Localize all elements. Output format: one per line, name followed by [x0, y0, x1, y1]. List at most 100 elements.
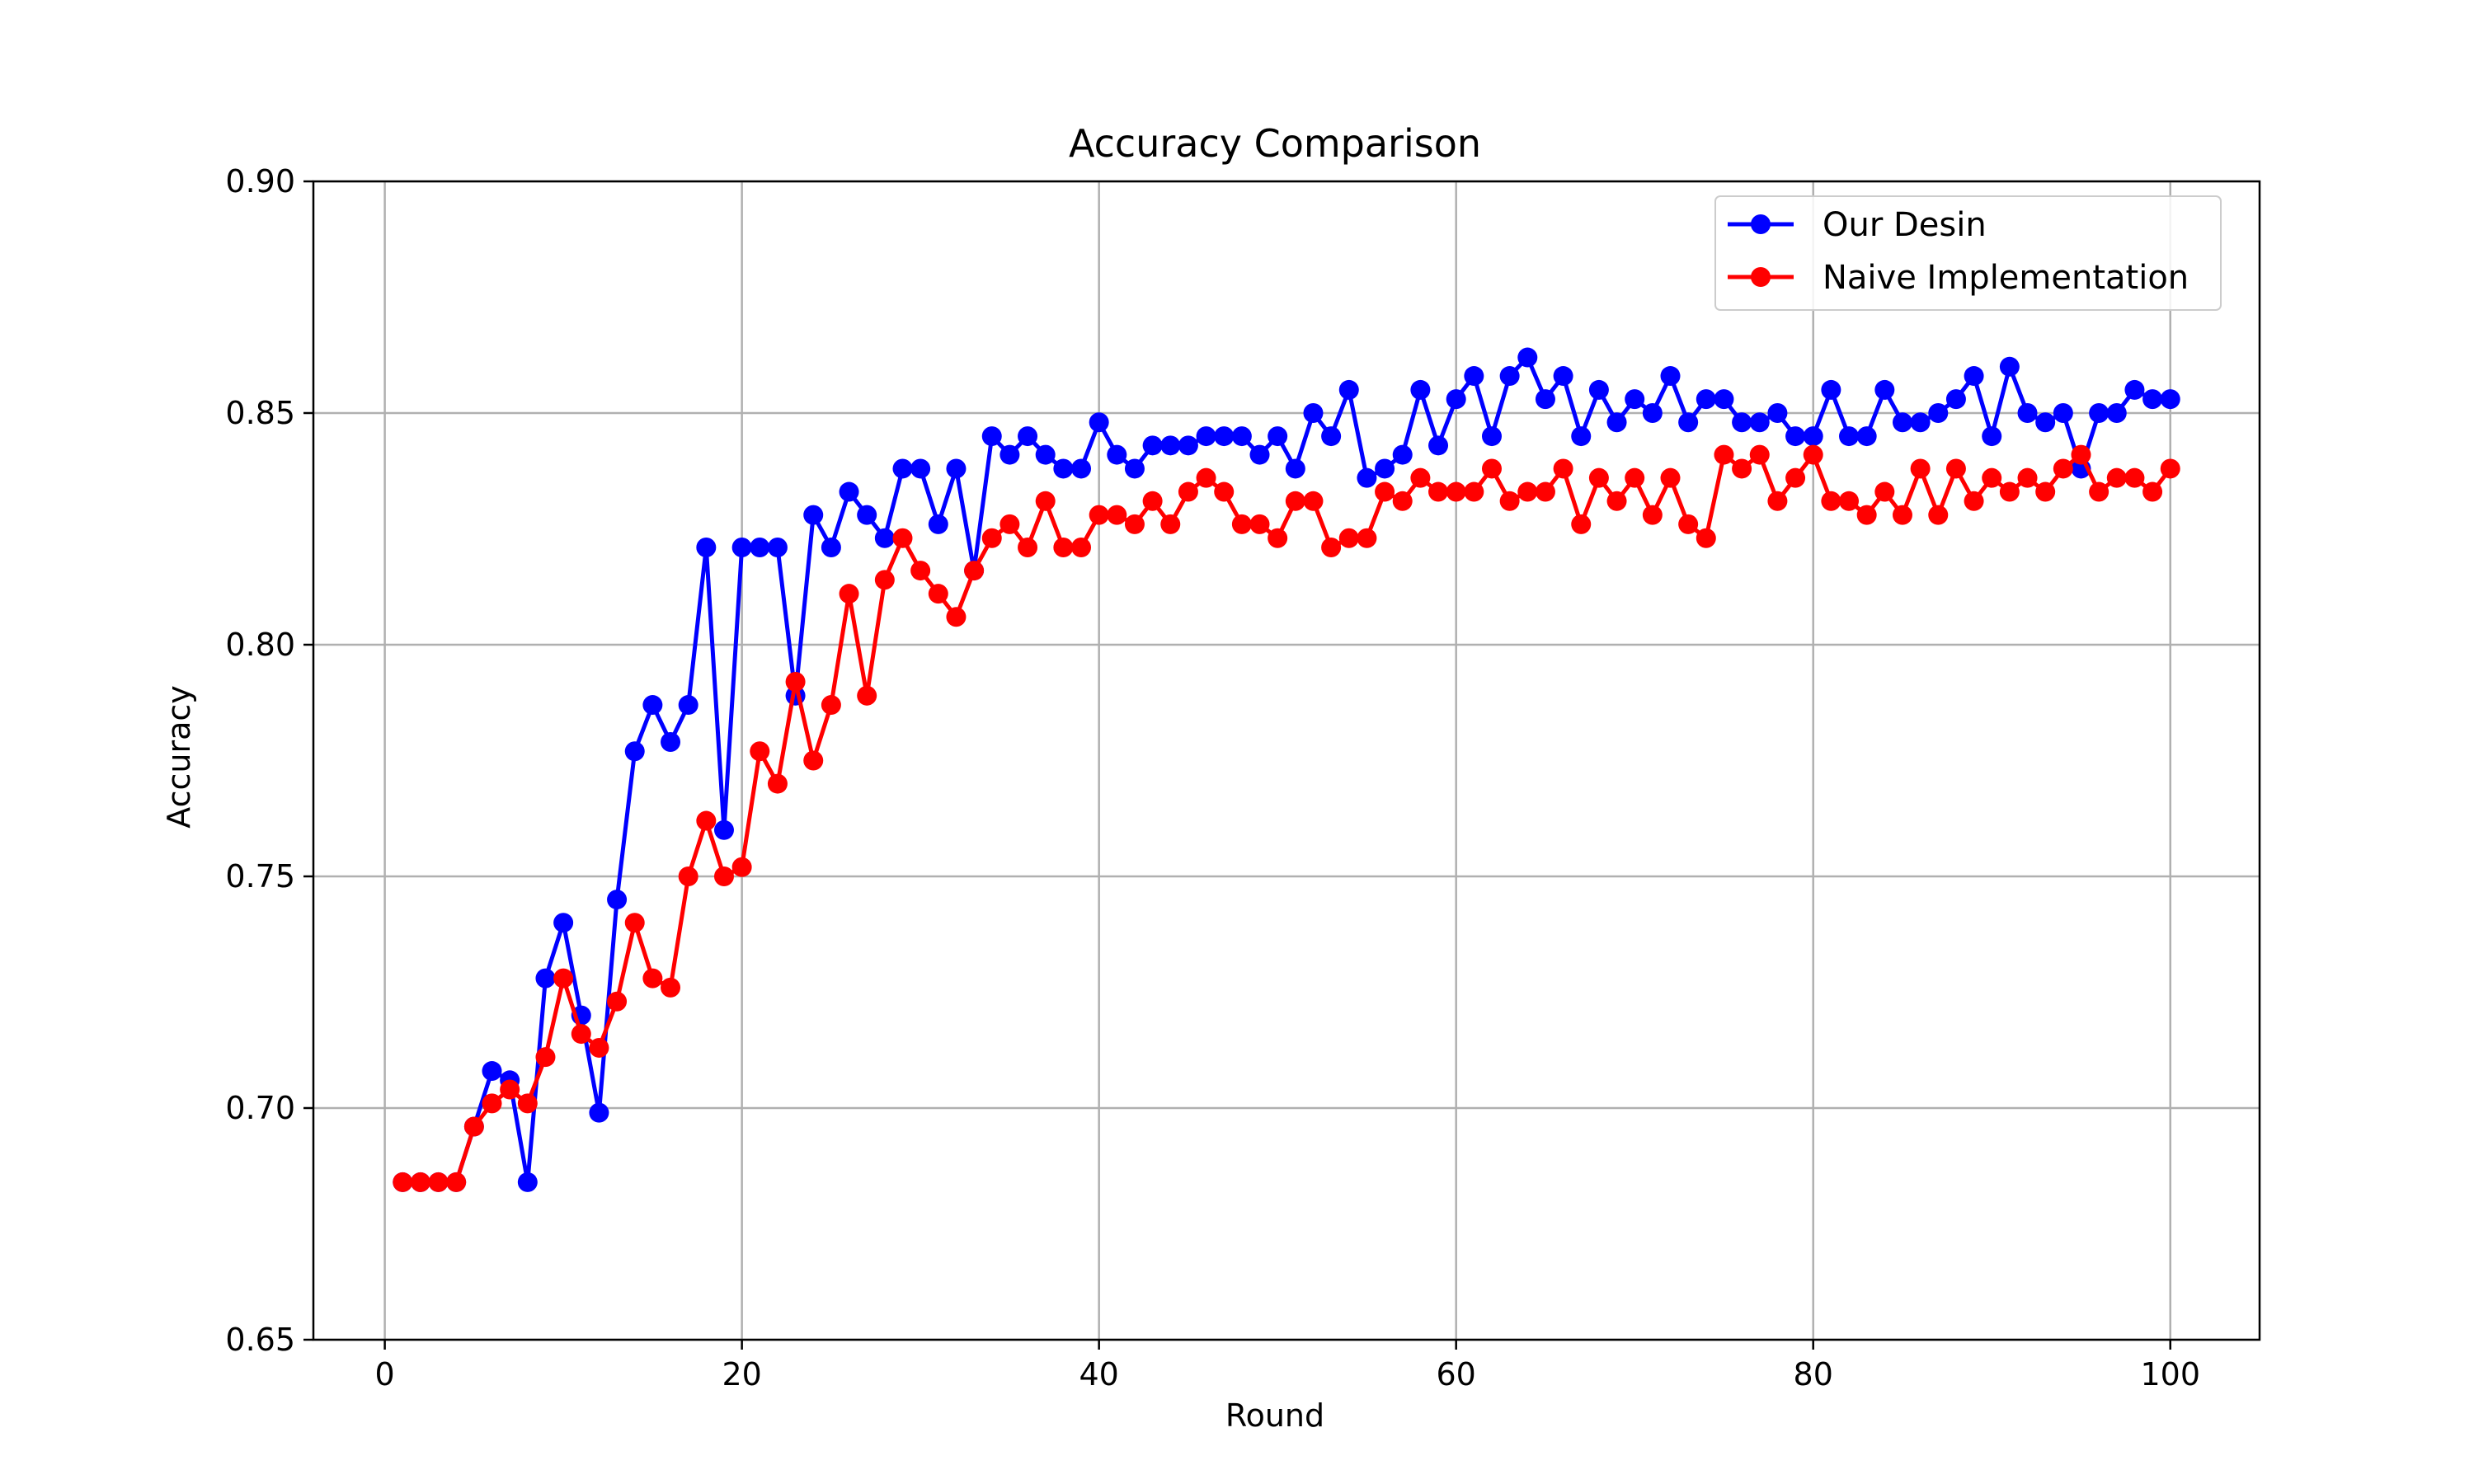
- data-point-naive-implementation: [1071, 537, 1092, 557]
- data-point-naive-implementation: [1821, 491, 1841, 511]
- data-point-naive-implementation: [981, 528, 1002, 548]
- data-point-naive-implementation: [1767, 491, 1788, 511]
- data-point-our-desin: [1732, 412, 1752, 433]
- data-point-our-desin: [1124, 458, 1145, 479]
- series-naive-implementation: [393, 444, 2180, 1192]
- data-point-our-desin: [1785, 426, 1806, 447]
- data-point-our-desin: [553, 913, 574, 933]
- data-point-naive-implementation: [1732, 458, 1752, 479]
- data-point-our-desin: [821, 537, 841, 557]
- y-tick-label: 0.75: [225, 858, 295, 895]
- data-point-our-desin: [803, 505, 824, 525]
- data-point-naive-implementation: [1160, 514, 1181, 534]
- data-point-our-desin: [1999, 356, 2020, 377]
- data-point-naive-implementation: [500, 1079, 520, 1100]
- x-tick-label: 20: [722, 1356, 761, 1392]
- data-point-naive-implementation: [624, 913, 645, 933]
- data-point-our-desin: [874, 528, 895, 548]
- data-point-naive-implementation: [1625, 467, 1645, 488]
- data-point-naive-implementation: [821, 695, 841, 716]
- data-point-naive-implementation: [1303, 491, 1324, 511]
- data-point-naive-implementation: [1231, 514, 1252, 534]
- data-point-naive-implementation: [1606, 491, 1627, 511]
- legend-marker-naive-implementation: [1751, 267, 1771, 287]
- data-point-our-desin: [1625, 389, 1645, 410]
- data-point-our-desin: [1803, 426, 1823, 447]
- data-point-our-desin: [661, 732, 681, 753]
- data-point-naive-implementation: [482, 1093, 502, 1114]
- data-point-naive-implementation: [1660, 467, 1681, 488]
- data-point-our-desin: [1588, 379, 1609, 400]
- data-point-our-desin: [1196, 426, 1216, 447]
- data-point-our-desin: [1035, 444, 1056, 465]
- data-point-naive-implementation: [535, 1047, 556, 1068]
- plot-frame: [312, 180, 2261, 1341]
- y-tick-label: 0.85: [225, 395, 295, 431]
- data-point-our-desin: [642, 695, 663, 716]
- data-point-naive-implementation: [696, 810, 717, 831]
- data-point-naive-implementation: [1892, 505, 1912, 525]
- data-point-our-desin: [1481, 426, 1502, 447]
- data-point-our-desin: [1553, 366, 1573, 387]
- data-point-naive-implementation: [946, 607, 967, 627]
- data-point-naive-implementation: [892, 528, 913, 548]
- data-point-our-desin: [1285, 458, 1305, 479]
- data-point-naive-implementation: [1338, 528, 1359, 548]
- data-point-naive-implementation: [1588, 467, 1609, 488]
- data-point-our-desin: [2035, 412, 2056, 433]
- y-tick-label: 0.70: [225, 1090, 295, 1126]
- chart-title: Accuracy Comparison: [1069, 121, 1481, 166]
- data-point-naive-implementation: [839, 584, 859, 604]
- data-point-our-desin: [1249, 444, 1270, 465]
- data-point-naive-implementation: [678, 866, 698, 886]
- data-point-our-desin: [839, 481, 859, 502]
- data-point-naive-implementation: [661, 977, 681, 998]
- data-point-our-desin: [1499, 366, 1520, 387]
- data-point-our-desin: [1856, 426, 1877, 447]
- data-point-our-desin: [2106, 403, 2127, 423]
- x-tick-label: 0: [375, 1356, 395, 1392]
- axis-ticks: 0 20 40 60 80 100 0.65 0.70 0.75 0.80 0.85 0.90: [225, 163, 2200, 1392]
- data-point-naive-implementation: [517, 1093, 538, 1114]
- data-point-naive-implementation: [1856, 505, 1877, 525]
- data-point-our-desin: [1678, 412, 1699, 433]
- x-tick-label: 80: [1794, 1356, 1833, 1392]
- data-point-our-desin: [2160, 389, 2180, 410]
- data-point-our-desin: [1178, 435, 1198, 456]
- data-point-our-desin: [999, 444, 1020, 465]
- data-point-our-desin: [946, 458, 967, 479]
- data-point-naive-implementation: [1749, 444, 1770, 465]
- data-point-our-desin: [1214, 426, 1235, 447]
- data-point-naive-implementation: [1999, 481, 2020, 502]
- data-point-naive-implementation: [785, 671, 806, 692]
- y-tick-label: 0.80: [225, 627, 295, 663]
- data-point-naive-implementation: [1446, 481, 1466, 502]
- data-point-naive-implementation: [1839, 491, 1860, 511]
- data-point-our-desin: [1321, 426, 1342, 447]
- data-point-our-desin: [696, 537, 717, 557]
- data-point-our-desin: [910, 458, 931, 479]
- data-point-our-desin: [2142, 389, 2163, 410]
- data-point-our-desin: [1268, 426, 1288, 447]
- data-point-naive-implementation: [393, 1172, 413, 1192]
- data-point-naive-implementation: [731, 857, 752, 877]
- y-tick-label: 0.65: [225, 1322, 295, 1358]
- legend-label-our-desin: Our Desin: [1823, 206, 1987, 244]
- data-point-our-desin: [750, 537, 770, 557]
- data-point-our-desin: [1357, 467, 1377, 488]
- data-point-our-desin: [1982, 426, 2002, 447]
- data-point-our-desin: [1303, 403, 1324, 423]
- data-point-our-desin: [1428, 435, 1449, 456]
- data-point-our-desin: [2089, 403, 2109, 423]
- data-point-naive-implementation: [1357, 528, 1377, 548]
- data-point-naive-implementation: [2089, 481, 2109, 502]
- data-point-our-desin: [589, 1102, 609, 1123]
- data-point-naive-implementation: [1124, 514, 1145, 534]
- data-point-our-desin: [1231, 426, 1252, 447]
- x-tick-label: 100: [2140, 1356, 2200, 1392]
- data-point-naive-implementation: [750, 741, 770, 762]
- data-point-naive-implementation: [1678, 514, 1699, 534]
- data-point-our-desin: [607, 890, 628, 910]
- data-point-our-desin: [1892, 412, 1912, 433]
